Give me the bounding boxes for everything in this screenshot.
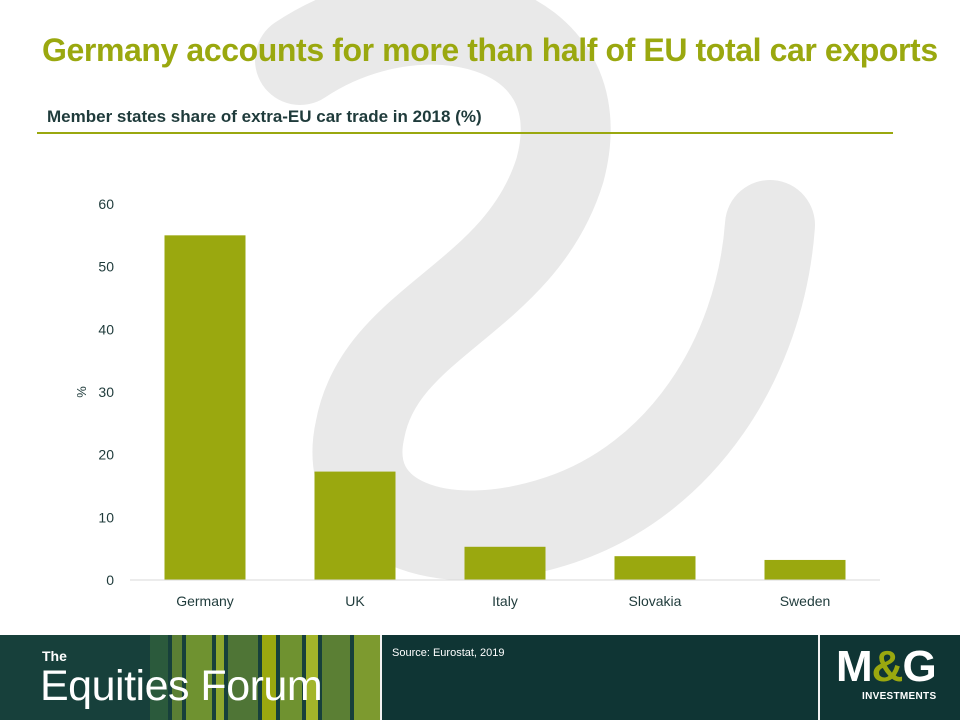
- x-tick-label: Germany: [176, 593, 234, 609]
- x-tick-label: UK: [345, 593, 365, 609]
- title-rule: [37, 132, 893, 134]
- bar: [314, 471, 396, 580]
- logo-ampersand: &: [871, 642, 904, 691]
- brand-stripes: [150, 635, 380, 720]
- brand-name: Equities Forum: [40, 662, 323, 710]
- x-tick-label: Sweden: [780, 593, 831, 609]
- bar: [614, 556, 696, 580]
- x-tick-label: Slovakia: [629, 593, 682, 609]
- y-tick-label: 20: [98, 447, 114, 463]
- equities-forum-brand: The Equities Forum: [0, 635, 380, 720]
- logo-investments: INVESTMENTS: [862, 691, 937, 702]
- footer-divider-right: [818, 635, 820, 720]
- logo-letter-g: G: [902, 642, 936, 691]
- brand-the: The: [42, 648, 67, 664]
- mg-logo: M&G INVESTMENTS: [836, 645, 948, 709]
- x-tick-label: Italy: [492, 593, 518, 609]
- footer-divider-left: [380, 635, 382, 720]
- source-note: Source: Eurostat, 2019: [392, 647, 505, 659]
- y-tick-label: 30: [98, 384, 114, 400]
- chart-subtitle: Member states share of extra-EU car trad…: [47, 107, 482, 126]
- y-tick-label: 50: [98, 259, 114, 275]
- bar: [164, 235, 246, 581]
- y-tick-label: 60: [98, 196, 114, 212]
- logo-letter-m: M: [836, 642, 873, 691]
- y-tick-label: 0: [106, 572, 114, 588]
- chart-title: Germany accounts for more than half of E…: [42, 32, 938, 68]
- background-watermark: [255, 0, 815, 581]
- bar: [464, 546, 546, 580]
- y-tick-label: 40: [98, 321, 114, 337]
- bar-chart: 0 10 20 30 40 50 60% Germany UK Italy Slovakia Swed…: [74, 196, 880, 609]
- bar: [764, 559, 846, 580]
- y-tick-label: 10: [98, 509, 114, 525]
- y-axis-label: %: [74, 386, 89, 398]
- footer: The Equities Forum Source: Eurostat, 201…: [0, 635, 960, 720]
